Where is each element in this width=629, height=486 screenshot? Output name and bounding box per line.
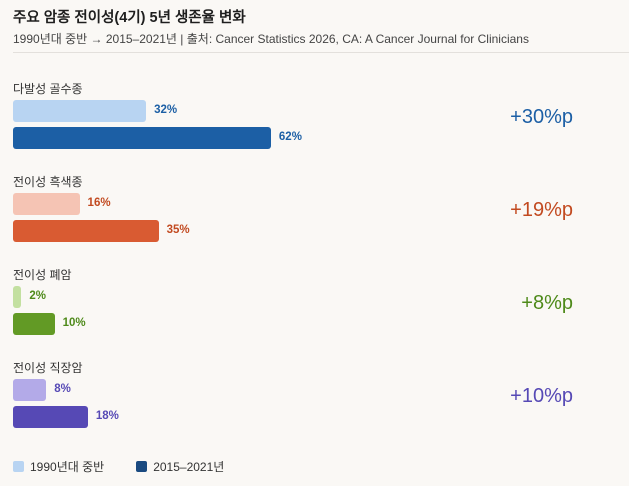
bar <box>13 193 80 215</box>
category-group: 다발성 골수종 32% 62% +30%p <box>13 80 613 160</box>
delta-label: +8%p <box>521 292 573 314</box>
category-label: 전이성 폐암 <box>13 268 72 282</box>
value-label: 8% <box>54 383 71 395</box>
value-label: 32% <box>154 104 178 116</box>
legend-label: 1990년대 중반 <box>30 460 105 474</box>
category-group: 전이성 흑색종 16% 35% +19%p <box>13 173 613 253</box>
category-label: 다발성 골수종 <box>13 82 83 96</box>
value-label: 10% <box>62 317 86 329</box>
value-label: 2% <box>29 290 46 302</box>
chart-title: 주요 암종 전이성(4기) 5년 생존율 변화 <box>13 10 246 26</box>
bar <box>13 286 22 308</box>
bar <box>13 220 159 242</box>
category-label: 전이성 직장암 <box>13 361 83 375</box>
category-label: 전이성 흑색종 <box>13 175 83 189</box>
delta-label: +30%p <box>510 106 573 128</box>
divider <box>13 52 629 53</box>
delta-label: +19%p <box>510 199 573 221</box>
category-group: 전이성 폐암 2% 10% +8%p <box>13 266 613 346</box>
chart-subtitle: 1990년대 중반 → 2015–2021년 | 출처: Cancer Stat… <box>13 32 529 46</box>
delta-label: +10%p <box>510 385 573 407</box>
value-label: 35% <box>166 224 190 236</box>
category-group: 전이성 직장암 8% 18% +10%p <box>13 359 613 439</box>
bar <box>13 127 271 149</box>
legend-label: 2015–2021년 <box>153 460 225 474</box>
bar <box>13 100 147 122</box>
bar <box>13 406 88 428</box>
legend: 1990년대 중반 2015–2021년 <box>13 458 224 475</box>
legend-item-1990s: 1990년대 중반 <box>13 458 104 475</box>
legend-item-2015-2021: 2015–2021년 <box>136 458 224 475</box>
legend-swatch <box>136 461 148 472</box>
value-label: 16% <box>87 197 111 209</box>
bar <box>13 313 55 335</box>
legend-swatch <box>13 461 24 472</box>
value-label: 62% <box>278 131 302 143</box>
value-label: 18% <box>95 410 119 422</box>
bar <box>13 379 47 401</box>
